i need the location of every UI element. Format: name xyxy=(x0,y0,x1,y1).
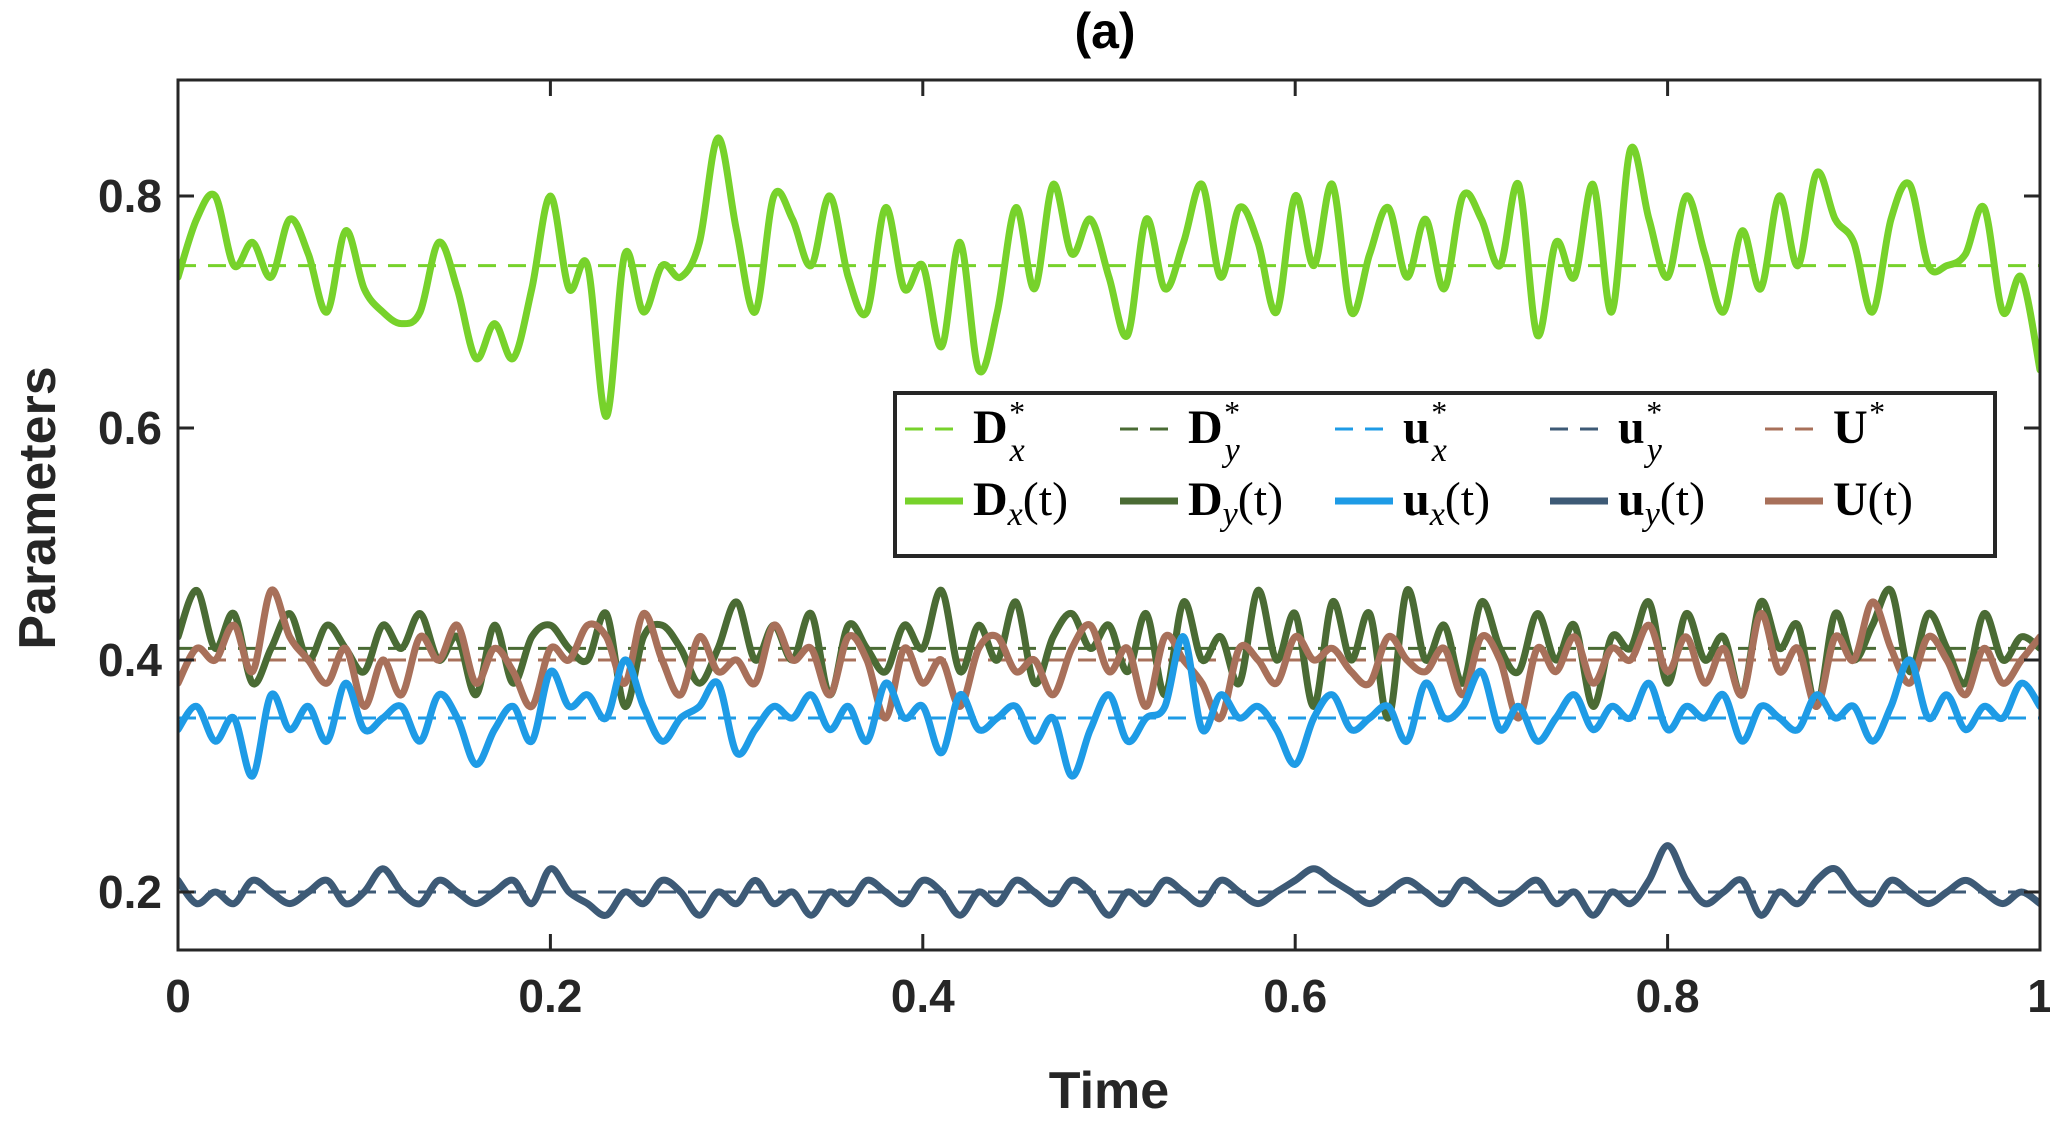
legend-label-1-3: uy(t) xyxy=(1618,473,1705,533)
y-tick-label-3: 0.8 xyxy=(98,170,162,222)
y-tick-label-1: 0.4 xyxy=(98,634,162,686)
x-tick-label-3: 0.6 xyxy=(1263,970,1327,1022)
legend-label-0-2: u* x xyxy=(1403,394,1447,469)
legend-label-1-1: Dy(t) xyxy=(1188,473,1283,533)
legend: D* x D* y u* x u* y U* Dx(t) Dy(t) ux(t) uy(t) U(t) xyxy=(893,391,1997,558)
series-line-0 xyxy=(178,134,2040,420)
series-line-4 xyxy=(178,586,2040,723)
legend-label-1-0: Dx(t) xyxy=(973,473,1068,533)
y-axis-title: Parameters xyxy=(9,366,67,649)
x-tick-label-2: 0.4 xyxy=(891,970,955,1022)
series-line-3 xyxy=(178,842,2040,919)
legend-label-1-4: U(t) xyxy=(1833,473,1913,526)
legend-box xyxy=(893,391,1997,558)
x-tick-label-5: 1 xyxy=(2027,970,2050,1022)
x-tick-label-4: 0.8 xyxy=(1636,970,1700,1022)
plot-area: 0 0.2 0.4 0.6 0.8 10.20.40.60.8 xyxy=(98,78,2050,1022)
x-axis-title: Time xyxy=(1049,1062,1169,1120)
x-tick-label-1: 0.2 xyxy=(518,970,582,1022)
series-line-2 xyxy=(178,633,2040,780)
legend-label-0-1: D* y xyxy=(1188,394,1241,469)
y-tick-label-0: 0.2 xyxy=(98,866,162,918)
chart-title: (a) xyxy=(1074,3,1135,59)
legend-label-0-3: u* y xyxy=(1618,394,1663,469)
axes-frame xyxy=(176,78,2042,952)
x-tick-label-0: 0 xyxy=(165,970,191,1022)
legend-label-1-2: ux(t) xyxy=(1403,473,1490,533)
y-tick-label-2: 0.6 xyxy=(98,402,162,454)
legend-label-0-4: U* xyxy=(1833,394,1884,454)
legend-label-0-0: D* x xyxy=(973,394,1025,469)
